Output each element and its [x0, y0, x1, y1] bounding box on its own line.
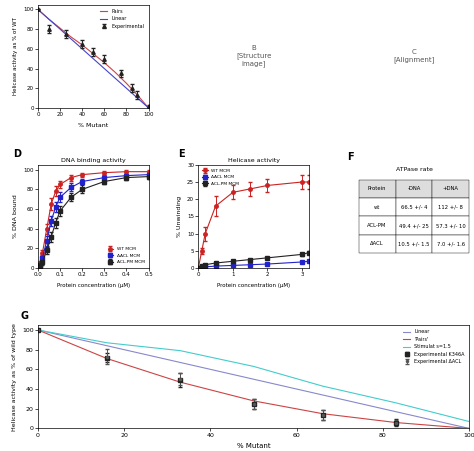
- Stimulat s=1.5: [35, 327, 41, 333]
- 'Pairs': [466, 426, 472, 431]
- X-axis label: Protein concentration (μM): Protein concentration (μM): [217, 283, 290, 288]
- Linear: [251, 377, 256, 382]
- Linear: [79, 46, 85, 51]
- Text: ATPase rate: ATPase rate: [395, 167, 432, 172]
- Stimulat s=1.5: [466, 419, 472, 424]
- Y-axis label: Helicase activity as % of WT: Helicase activity as % of WT: [13, 17, 18, 95]
- 'Pairs': [177, 379, 183, 385]
- Pairs: [35, 7, 41, 12]
- Line: Linear: Linear: [38, 330, 469, 428]
- Pairs: [112, 70, 118, 75]
- Linear: [101, 66, 107, 71]
- Text: B: B: [193, 0, 200, 1]
- Pairs: [124, 81, 129, 86]
- Linear: [466, 426, 472, 431]
- Linear: [46, 17, 52, 22]
- Pairs: [135, 92, 140, 98]
- Line: 'Pairs': 'Pairs': [38, 330, 469, 428]
- 'Pairs': [251, 398, 256, 404]
- Text: D: D: [14, 148, 22, 158]
- Pairs: [46, 17, 52, 22]
- Linear: [112, 76, 118, 81]
- Linear: [57, 27, 63, 32]
- 'Pairs': [104, 356, 110, 361]
- Stimulat s=1.5: [251, 364, 256, 369]
- Text: C
[Alignment]: C [Alignment]: [393, 49, 435, 63]
- Text: E: E: [178, 148, 185, 158]
- Linear: [35, 327, 41, 333]
- Legend: WT MCM, ΔACL MCM, ACL-PM MCM: WT MCM, ΔACL MCM, ACL-PM MCM: [106, 245, 146, 266]
- Y-axis label: % DNA bound: % DNA bound: [13, 194, 18, 239]
- Legend: Pairs, Linear, Experimental: Pairs, Linear, Experimental: [98, 7, 146, 31]
- Linear: [68, 36, 74, 41]
- Pairs: [68, 34, 74, 40]
- X-axis label: % Mutant: % Mutant: [78, 123, 109, 128]
- Text: C: C: [353, 0, 360, 1]
- Linear: [177, 360, 183, 365]
- Line: Linear: Linear: [38, 9, 148, 108]
- Linear: [35, 7, 41, 12]
- 'Pairs': [35, 327, 41, 333]
- Pairs: [79, 42, 85, 48]
- Linear: [91, 56, 96, 61]
- Y-axis label: Helicase activity as % of wild type: Helicase activity as % of wild type: [11, 323, 17, 431]
- Line: Pairs: Pairs: [38, 9, 148, 108]
- Pairs: [91, 51, 96, 56]
- 'Pairs': [393, 420, 399, 425]
- X-axis label: % Mutant: % Mutant: [237, 443, 270, 449]
- Text: G: G: [21, 311, 28, 321]
- Pairs: [146, 105, 151, 110]
- Line: Stimulat s=1.5: Stimulat s=1.5: [38, 330, 469, 422]
- Text: F: F: [347, 152, 354, 161]
- Stimulat s=1.5: [177, 348, 183, 354]
- Stimulat s=1.5: [320, 383, 326, 389]
- Title: DNA binding activity: DNA binding activity: [61, 158, 126, 163]
- Linear: [320, 392, 326, 398]
- X-axis label: Protein concentration (μM): Protein concentration (μM): [57, 283, 130, 288]
- Linear: [104, 343, 110, 349]
- Pairs: [57, 25, 63, 31]
- Legend: WT MCM, ΔACL MCM, ACL-PM MCM: WT MCM, ΔACL MCM, ACL-PM MCM: [201, 167, 241, 188]
- Text: B
[Structure
image]: B [Structure image]: [236, 46, 271, 67]
- Pairs: [101, 60, 107, 65]
- Linear: [146, 105, 151, 110]
- Y-axis label: % Unwinding: % Unwinding: [177, 196, 182, 237]
- Linear: [393, 409, 399, 414]
- Text: A: A: [18, 0, 26, 1]
- Stimulat s=1.5: [104, 340, 110, 345]
- Linear: [135, 95, 140, 101]
- Linear: [124, 86, 129, 91]
- Stimulat s=1.5: [393, 400, 399, 405]
- Legend: Linear, 'Pairs', Stimulat s=1.5, Experimental K346A, Experimental ΔACL: Linear, 'Pairs', Stimulat s=1.5, Experim…: [401, 327, 467, 366]
- Title: Helicase activity: Helicase activity: [228, 158, 280, 163]
- 'Pairs': [320, 411, 326, 416]
